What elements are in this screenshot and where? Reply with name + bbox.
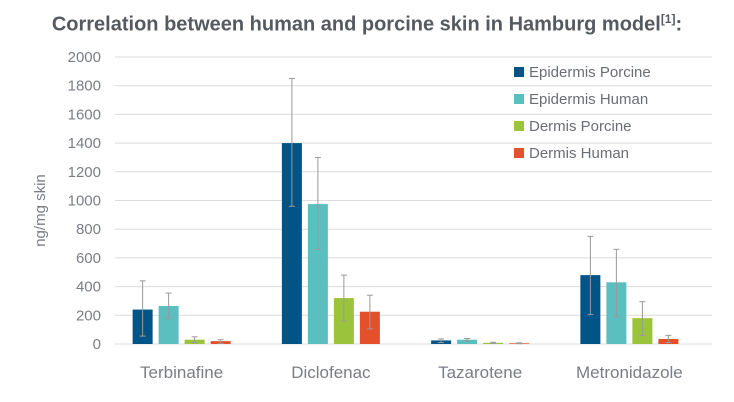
y-tick-label: 2000 (68, 49, 101, 66)
legend-swatch (514, 67, 524, 77)
legend-swatch (514, 121, 524, 131)
bar (281, 143, 302, 344)
y-tick-label: 200 (76, 307, 101, 324)
y-tick-label: 600 (76, 250, 101, 267)
y-tick-label: 1800 (68, 78, 101, 95)
y-tick-label: 1600 (68, 106, 101, 123)
bar (457, 339, 478, 344)
y-tick-label: 1000 (68, 193, 101, 210)
legend-label: Dermis Porcine (529, 118, 632, 135)
legend-label: Dermis Human (529, 145, 629, 162)
legend-label: Epidermis Porcine (529, 64, 651, 81)
chart-title: Correlation between human and porcine sk… (51, 12, 683, 36)
x-tick-label: Metronidazole (576, 363, 683, 382)
legend-swatch (514, 148, 524, 158)
x-tick-label: Terbinafine (140, 363, 223, 382)
x-tick-label: Diclofenac (291, 363, 371, 382)
legend-label: Epidermis Human (529, 91, 648, 108)
y-tick-label: 400 (76, 279, 101, 296)
x-tick-label: Tazarotene (438, 363, 522, 382)
legend-swatch (514, 94, 524, 104)
y-tick-label: 0 (93, 336, 101, 353)
y-tick-label: 1400 (68, 135, 101, 152)
y-tick-label: 1200 (68, 164, 101, 181)
bar (307, 204, 328, 344)
y-tick-label: 800 (76, 221, 101, 238)
bar (158, 305, 179, 344)
y-axis-label: ng/mg skin (32, 174, 49, 247)
